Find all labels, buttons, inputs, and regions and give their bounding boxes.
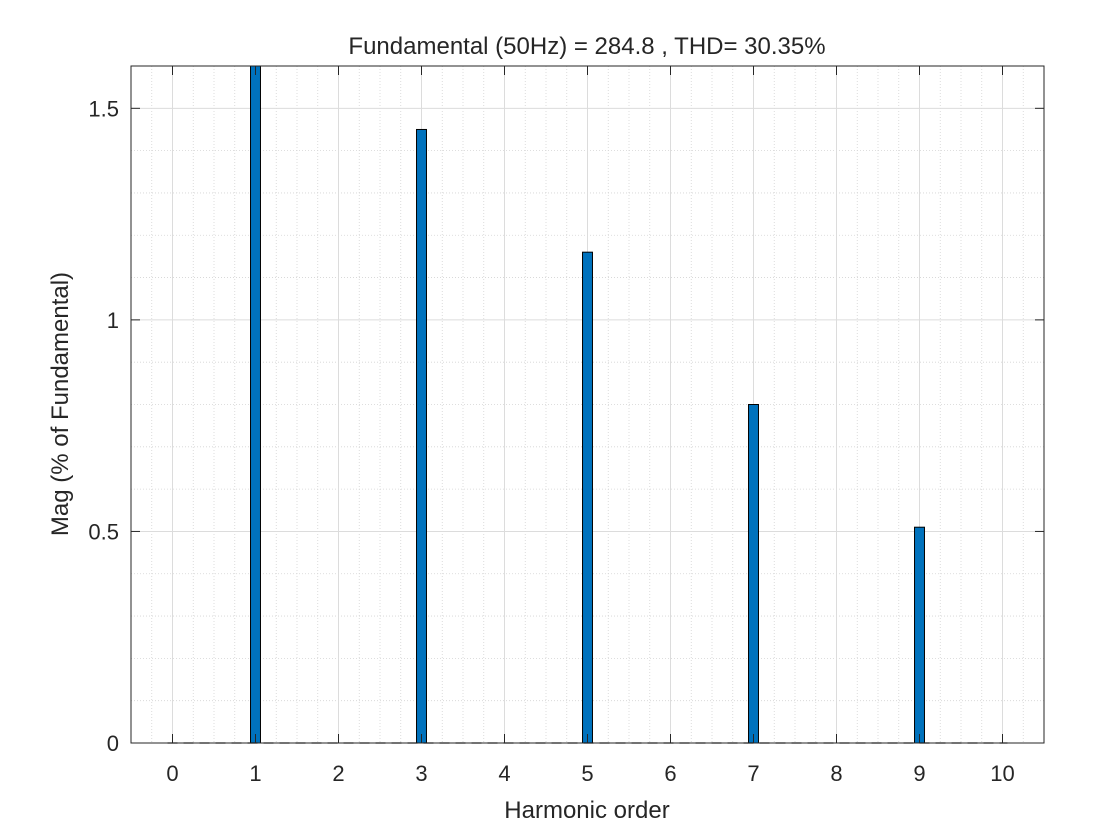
x-tick-label: 5 [581,761,593,786]
x-tick-label: 0 [166,761,178,786]
bar-harmonic-9 [914,526,925,744]
x-tick-label: 3 [415,761,427,786]
y-tick-label: 1 [107,308,119,333]
x-tick-label: 9 [913,761,925,786]
y-axis-label: Mag (% of Fundamental) [47,272,74,536]
bar-harmonic-3 [416,128,427,744]
bar-harmonic-5 [582,251,593,744]
x-tick-label: 7 [747,761,759,786]
bar-harmonic-7 [748,404,759,744]
y-tick-label: 0.5 [88,519,119,544]
chart-title: Fundamental (50Hz) = 284.8 , THD= 30.35% [348,33,825,60]
y-tick-label: 0 [107,731,119,756]
bar-harmonic-1 [250,65,261,744]
y-tick-labels: 0 0.5 1 1.5 [88,96,119,756]
x-tick-label: 10 [990,761,1014,786]
y-tick-label: 1.5 [88,96,119,121]
x-tick-labels: 0 1 2 3 4 5 6 7 8 9 10 [166,761,1014,786]
x-tick-label: 2 [332,761,344,786]
x-tick-label: 4 [498,761,510,786]
x-axis-label: Harmonic order [504,797,669,824]
x-tick-label: 1 [249,761,261,786]
x-tick-label: 8 [830,761,842,786]
x-tick-label: 6 [664,761,676,786]
axis-ticks [131,66,1044,744]
